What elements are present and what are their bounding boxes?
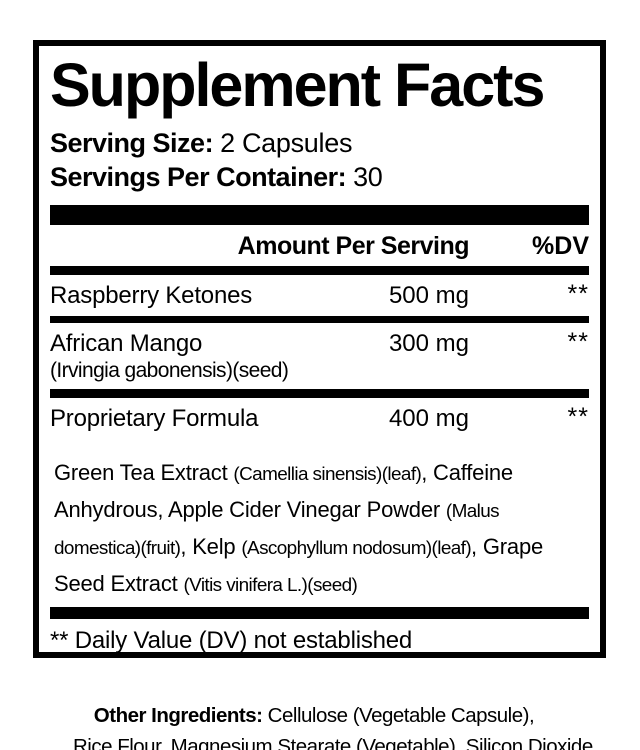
divider-row [50,316,589,323]
table-header-row: Amount Per Serving %DV [50,225,589,266]
serving-size-value: 2 Capsules [220,128,353,158]
supplement-facts-panel: Supplement Facts Serving Size: 2 Capsules… [33,40,606,658]
ingredient-dv: ** [567,280,589,308]
table-row-african-mango: African Mango (Irvingia gabonensis)(seed)… [50,323,589,389]
ingredient-detail: (Irvingia gabonensis)(seed) [50,359,289,382]
amount-per-serving-header: Amount Per Serving [237,232,470,260]
ingredient-dv: ** [567,328,589,356]
ingredient-name-text: Proprietary Formula [50,405,259,432]
proprietary-blend-description: Green Tea Extract (Camellia sinensis)(le… [54,460,544,596]
servings-per-container-value: 30 [353,162,383,192]
ingredient-amount: 400 mg [388,405,469,432]
divider-above-footnote [50,607,589,619]
divider-row [50,389,589,398]
panel-title: Supplement Facts [50,51,545,119]
ingredient-name: Raspberry Ketones [50,282,389,310]
divider-below-header [50,266,589,275]
ingredient-amount: 500 mg [388,282,469,309]
ingredient-amount: 300 mg [388,330,469,357]
other-ingredients-label: Other Ingredients: [93,704,263,727]
other-ingredients-text: Cellulose (Vegetable Capsule), Rice Flou… [73,704,598,750]
ingredient-name: Proprietary Formula [50,405,389,433]
percent-dv-header: %DV [532,232,589,260]
divider-thick-top [50,205,589,225]
ingredient-dv: ** [567,403,589,431]
other-ingredients-paragraph: Other Ingredients: Cellulose (Vegetable … [73,669,640,750]
serving-size-line: Serving Size: 2 Capsules [50,126,589,160]
ingredient-name: African Mango (Irvingia gabonensis)(seed) [50,330,389,383]
daily-value-footnote: ** Daily Value (DV) not established [50,627,413,654]
ingredient-name-text: African Mango [50,330,203,357]
ingredient-name-text: Raspberry Ketones [50,282,253,309]
table-row-proprietary-formula: Proprietary Formula 400 mg ** [50,398,589,439]
servings-per-container-line: Servings Per Container: 30 [50,160,589,194]
servings-per-container-label: Servings Per Container: [50,162,347,192]
serving-size-label: Serving Size: [50,128,214,158]
table-row-raspberry-ketones: Raspberry Ketones 500 mg ** [50,275,589,316]
